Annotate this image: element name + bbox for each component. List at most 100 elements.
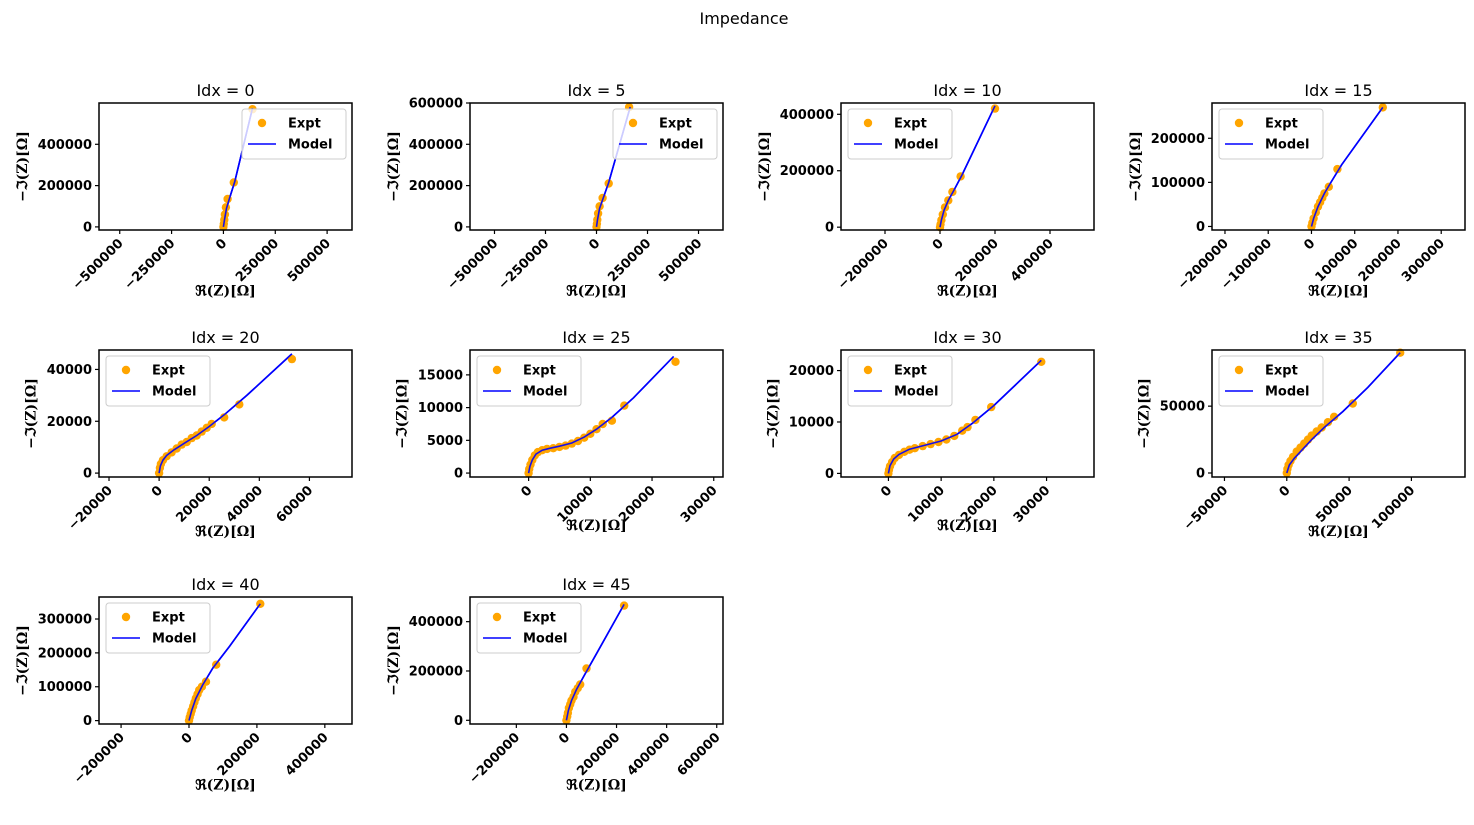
axes-frame xyxy=(98,102,353,231)
subplot-title: Idx = 10 xyxy=(933,81,1001,100)
legend-box xyxy=(476,602,582,654)
subplot-title: Idx = 30 xyxy=(933,328,1001,347)
x-tick-label: −250000 xyxy=(496,236,553,293)
y-tick-label: 0 xyxy=(83,467,92,482)
x-tick-label: 0 xyxy=(878,483,895,500)
y-tick-label: 0 xyxy=(825,221,834,236)
model-line-overlay xyxy=(565,604,625,721)
y-axis-label: −ℑ(Z)[Ω] xyxy=(757,131,773,202)
subplot-title: Idx = 25 xyxy=(562,328,630,347)
axes-frame xyxy=(98,349,353,478)
y-tick-label: 0 xyxy=(1196,466,1205,481)
y-axis-label: −ℑ(Z)[Ω] xyxy=(1128,131,1144,202)
x-tick-label: −250000 xyxy=(122,236,179,293)
x-tick-label: −500000 xyxy=(445,236,502,293)
x-tick-label: 100000 xyxy=(1313,236,1362,285)
y-tick-label: 400000 xyxy=(780,108,834,123)
x-tick-label: −50000 xyxy=(1181,483,1231,533)
y-tick-label: 0 xyxy=(1196,220,1205,235)
x-tick-label: 250000 xyxy=(233,236,282,285)
y-tick-label: 10000 xyxy=(789,415,834,430)
legend-expt-marker xyxy=(257,118,267,128)
y-tick-label: 200000 xyxy=(38,179,92,194)
x-tick-label: 400000 xyxy=(283,730,332,779)
legend: Expt Model xyxy=(476,355,582,407)
axes-frame xyxy=(469,596,724,725)
legend-model-label: Model xyxy=(1265,385,1309,400)
x-axis-label: ℜ(Z)[Ω] xyxy=(195,777,256,793)
x-tick-label: 200000 xyxy=(215,730,264,779)
axes-frame xyxy=(840,102,1095,231)
legend-model-label: Model xyxy=(523,632,567,647)
legend-expt-label: Expt xyxy=(288,117,321,132)
y-tick-label: 40000 xyxy=(47,363,92,378)
y-tick-label: 10000 xyxy=(418,401,463,416)
axes-frame xyxy=(840,349,1095,478)
model-line-overlay xyxy=(595,106,631,228)
model-line-overlay xyxy=(527,355,675,474)
x-axis-label: ℜ(Z)[Ω] xyxy=(1308,524,1369,540)
y-tick-label: 20000 xyxy=(789,364,834,379)
x-tick-label: 30000 xyxy=(678,483,721,526)
legend-box xyxy=(105,355,211,407)
x-tick-label: 600000 xyxy=(675,730,724,779)
expt-point xyxy=(1037,357,1046,366)
y-axis-label: −ℑ(Z)[Ω] xyxy=(24,378,40,449)
y-tick-label: 200000 xyxy=(409,664,463,679)
x-tick-label: −200000 xyxy=(835,236,892,293)
legend: Expt Model xyxy=(847,108,953,160)
model-line-overlay xyxy=(188,603,261,721)
expt-point xyxy=(235,400,244,409)
y-tick-label: 0 xyxy=(825,467,834,482)
subplot-title: Idx = 35 xyxy=(1304,328,1372,347)
y-tick-label: 200000 xyxy=(38,646,92,661)
legend-box xyxy=(612,108,718,160)
y-tick-label: 400000 xyxy=(38,138,92,153)
x-tick-label: 0 xyxy=(586,236,603,253)
x-tick-label: 20000 xyxy=(173,483,216,526)
legend-box xyxy=(1218,108,1324,160)
legend-expt-label: Expt xyxy=(523,364,556,379)
x-axis-label: ℜ(Z)[Ω] xyxy=(195,283,256,299)
legend-expt-label: Expt xyxy=(1265,117,1298,132)
legend-expt-marker xyxy=(863,365,873,375)
legend-box xyxy=(847,108,953,160)
y-axis-label: −ℑ(Z)[Ω] xyxy=(395,378,411,449)
y-tick-label: 100000 xyxy=(1151,176,1205,191)
x-axis-label: ℜ(Z)[Ω] xyxy=(937,518,998,534)
y-axis-label: −ℑ(Z)[Ω] xyxy=(386,625,402,696)
x-tick-label: 0 xyxy=(518,483,535,500)
model-line-overlay xyxy=(1286,352,1401,474)
x-tick-label: −200000 xyxy=(466,730,523,787)
x-tick-label: −200000 xyxy=(71,730,128,787)
x-tick-label: 0 xyxy=(930,236,947,253)
legend-model-label: Model xyxy=(523,385,567,400)
x-tick-label: 300000 xyxy=(1399,236,1448,285)
y-tick-label: 400000 xyxy=(409,138,463,153)
legend-expt-label: Expt xyxy=(1265,364,1298,379)
y-tick-label: 15000 xyxy=(418,368,463,383)
legend: Expt Model xyxy=(1218,355,1324,407)
expt-point xyxy=(1317,423,1326,432)
x-tick-label: 40000 xyxy=(224,483,267,526)
legend-box xyxy=(476,355,582,407)
legend: Expt Model xyxy=(105,602,211,654)
legend-expt-label: Expt xyxy=(152,611,185,626)
legend-model-label: Model xyxy=(1265,138,1309,153)
legend-expt-marker xyxy=(121,365,131,375)
subplot-title: Idx = 0 xyxy=(196,81,254,100)
y-axis-label: −ℑ(Z)[Ω] xyxy=(766,378,782,449)
expt-point xyxy=(220,413,229,422)
y-tick-label: 50000 xyxy=(1160,400,1205,415)
expt-point xyxy=(1323,418,1333,427)
legend-expt-marker xyxy=(121,612,131,622)
expt-point xyxy=(671,357,680,366)
x-tick-label: 200000 xyxy=(574,730,623,779)
subplot-title: Idx = 20 xyxy=(191,328,259,347)
x-tick-label: 30000 xyxy=(1011,483,1054,526)
